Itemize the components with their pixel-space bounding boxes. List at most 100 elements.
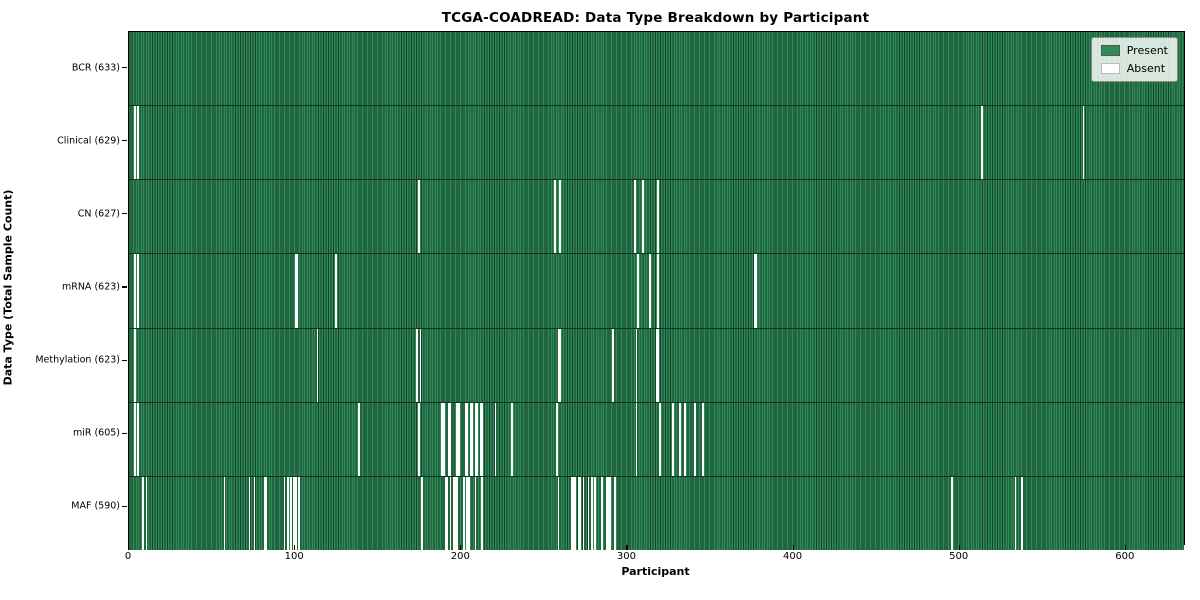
absent-stripe	[559, 180, 561, 254]
absent-stripe	[755, 254, 758, 328]
absent-stripe	[286, 476, 289, 550]
absent-stripe	[474, 476, 477, 550]
heatmap-row-methylation	[129, 327, 1184, 402]
absent-stripe	[358, 402, 360, 476]
absent-stripe	[554, 180, 556, 254]
x-tick-label: 400	[783, 551, 803, 562]
y-tick-label: mRNA (623)	[61, 281, 120, 293]
absent-stripe	[462, 476, 465, 550]
absent-stripe	[574, 476, 576, 550]
absent-stripe	[466, 402, 468, 476]
absent-stripe	[1082, 106, 1085, 180]
absent-stripe	[612, 328, 615, 402]
absent-stripe	[145, 476, 148, 550]
x-tick-mark	[460, 545, 462, 550]
absent-stripe	[295, 254, 297, 328]
x-tick-mark	[792, 545, 794, 550]
absent-stripe	[672, 402, 674, 476]
absent-stripe	[655, 328, 658, 402]
present-swatch-icon	[1100, 45, 1120, 56]
absent-stripe	[441, 402, 444, 476]
absent-stripe	[481, 402, 483, 476]
absent-stripe	[418, 402, 420, 476]
absent-stripe	[295, 476, 297, 550]
x-tick-mark	[1124, 545, 1127, 550]
absent-stripe	[607, 476, 610, 550]
absent-stripe	[600, 476, 603, 550]
absent-stripe	[658, 402, 661, 476]
absent-stripe	[582, 476, 585, 550]
absent-stripe	[469, 402, 472, 476]
absent-stripe	[133, 106, 136, 180]
x-tick-mark	[128, 545, 130, 550]
absent-stripe	[298, 476, 301, 550]
legend-entry-absent: Absent	[1100, 62, 1168, 75]
absent-stripe	[293, 476, 296, 550]
legend-label-present: Present	[1126, 44, 1168, 57]
absent-stripe	[693, 402, 696, 476]
absent-stripe	[290, 476, 292, 550]
absent-stripe	[981, 106, 983, 180]
absent-stripe	[248, 476, 251, 550]
absent-stripe	[283, 476, 286, 550]
x-tick-label: 100	[284, 551, 304, 562]
y-tick-mark	[122, 213, 127, 215]
absent-stripe	[464, 402, 467, 476]
absent-stripe	[142, 476, 144, 550]
absent-stripe	[683, 402, 686, 476]
absent-stripe	[678, 402, 681, 476]
absent-stripe	[454, 476, 457, 550]
absent-stripe	[753, 254, 756, 328]
absent-stripe	[635, 328, 638, 402]
absent-stripe	[511, 402, 513, 476]
absent-stripe	[587, 476, 590, 550]
absent-stripe	[481, 476, 483, 550]
y-tick-label: Methylation (623)	[35, 354, 120, 366]
absent-stripe	[133, 402, 136, 476]
absent-stripe	[447, 402, 450, 476]
absent-stripe	[449, 402, 452, 476]
chart-title: TCGA-COADREAD: Data Type Breakdown by Pa…	[441, 10, 870, 26]
absent-stripe	[265, 476, 267, 550]
absent-stripe	[657, 328, 660, 402]
absent-stripe	[702, 402, 704, 476]
absent-stripe	[335, 254, 337, 328]
absent-stripe	[559, 328, 561, 402]
heatmap-row-bcr	[129, 32, 1184, 106]
absent-stripe	[577, 476, 580, 550]
absent-stripe	[452, 476, 455, 550]
absent-stripe	[133, 328, 136, 402]
absent-stripe	[634, 180, 636, 254]
absent-stripe	[316, 328, 319, 402]
absent-stripe	[642, 180, 645, 254]
absent-stripe	[263, 476, 266, 550]
y-tick-mark	[122, 359, 127, 361]
absent-stripe	[223, 476, 226, 550]
absent-stripe	[579, 476, 581, 550]
absent-stripe	[137, 254, 139, 328]
heatmap-row-mir	[129, 401, 1184, 476]
absent-stripe	[419, 328, 422, 402]
absent-stripe	[296, 254, 299, 328]
x-tick-label: 300	[616, 551, 636, 562]
x-tick-label: 200	[450, 551, 470, 562]
absent-stripe	[649, 254, 651, 328]
y-tick-label: CN (627)	[77, 208, 120, 220]
absent-stripe	[444, 476, 447, 550]
plot-area: Present Absent	[128, 31, 1185, 550]
absent-stripe	[137, 402, 139, 476]
absent-stripe	[635, 402, 638, 476]
absent-stripe	[614, 476, 616, 550]
absent-stripe	[570, 476, 573, 550]
y-tick-mark	[122, 432, 127, 434]
absent-stripe	[605, 476, 608, 550]
y-tick-label: BCR (633)	[71, 62, 120, 74]
absent-stripe	[1014, 476, 1017, 550]
absent-stripe	[418, 180, 420, 254]
legend: Present Absent	[1090, 37, 1178, 82]
absent-stripe	[421, 476, 424, 550]
x-tick-label: 0	[124, 551, 132, 562]
absent-stripe	[456, 476, 458, 550]
absent-stripe	[449, 476, 452, 550]
absent-stripe	[594, 476, 596, 550]
